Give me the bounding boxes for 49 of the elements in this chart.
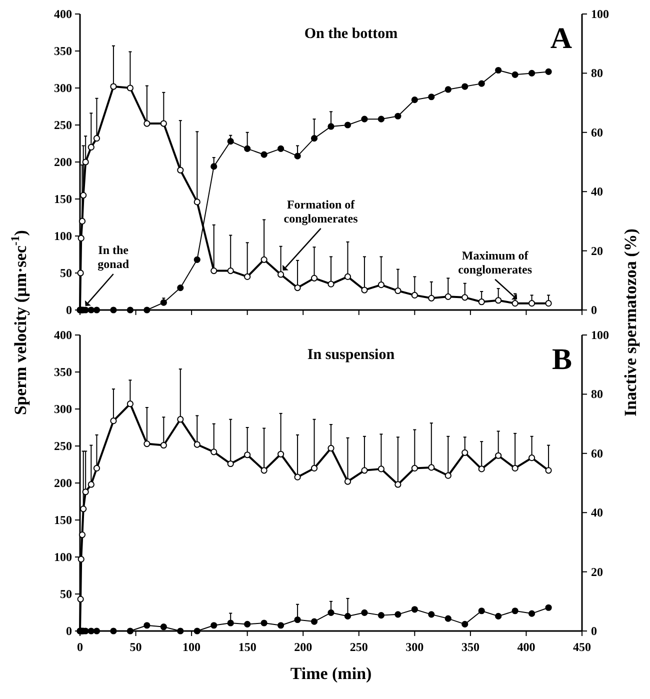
y-tick-label: 400	[54, 328, 72, 342]
y2-tick-label: 20	[591, 564, 603, 579]
y2-tick-label: 40	[591, 506, 603, 520]
y2-tick-label: 60	[591, 446, 603, 460]
y-tick-label: 100	[54, 229, 72, 243]
x-tick-label: 150	[238, 640, 256, 654]
y2-tick-label: 20	[591, 244, 603, 258]
y2-tick-label: 100	[591, 328, 609, 342]
x-tick-label: 50	[130, 640, 142, 654]
x-tick-label: 0	[77, 640, 83, 654]
y2-tick-label: 0	[591, 303, 597, 317]
y-tick-label: 50	[60, 587, 72, 601]
y-tick-label: 150	[54, 513, 72, 527]
y-tick-label: 250	[54, 439, 72, 453]
y2-tick-label: 0	[591, 624, 597, 638]
y-tick-label: 300	[54, 81, 72, 95]
annotation: In the gonad	[98, 243, 130, 271]
y-tick-label: 350	[54, 44, 72, 58]
x-tick-label: 100	[182, 640, 201, 654]
annotation: Formation of conglomerates	[284, 197, 358, 226]
text: In suspension	[307, 347, 396, 363]
annotation: B	[552, 343, 572, 376]
y-tick-label: 350	[54, 365, 72, 379]
y-tick-label: 100	[54, 550, 72, 564]
x-tick-label: 200	[294, 640, 312, 654]
x-tick-label: 350	[461, 640, 480, 654]
y-tick-label: 250	[54, 118, 72, 132]
annotation: A	[550, 22, 572, 55]
y-tick-label: 0	[66, 624, 72, 638]
y-tick-label: 50	[60, 266, 72, 280]
x-tick-label: 300	[406, 640, 424, 654]
annotation: Maximum of conglomerates	[458, 248, 532, 276]
y-tick-label: 0	[66, 303, 72, 317]
y-tick-label: 300	[54, 402, 72, 416]
x-tick-label: 400	[517, 640, 536, 654]
y2-tick-label: 40	[591, 184, 603, 199]
y2-tick-label: 80	[591, 387, 603, 402]
x-axis-title: Time (min)	[290, 664, 372, 683]
x-tick-label: 250	[350, 640, 368, 654]
x-tick-label: 450	[573, 640, 591, 654]
y-tick-label: 200	[54, 476, 72, 490]
y-tick-label: 150	[54, 192, 72, 206]
y-tick-label: 400	[54, 7, 72, 21]
y2-tick-label: 60	[591, 125, 603, 140]
y-tick-label: 200	[54, 155, 72, 169]
y2-axis-title: Inactive spermatozoa (%)	[621, 228, 640, 416]
y2-tick-label: 80	[591, 66, 603, 80]
y2-tick-label: 100	[591, 7, 609, 21]
text: On the bottom	[304, 26, 398, 42]
